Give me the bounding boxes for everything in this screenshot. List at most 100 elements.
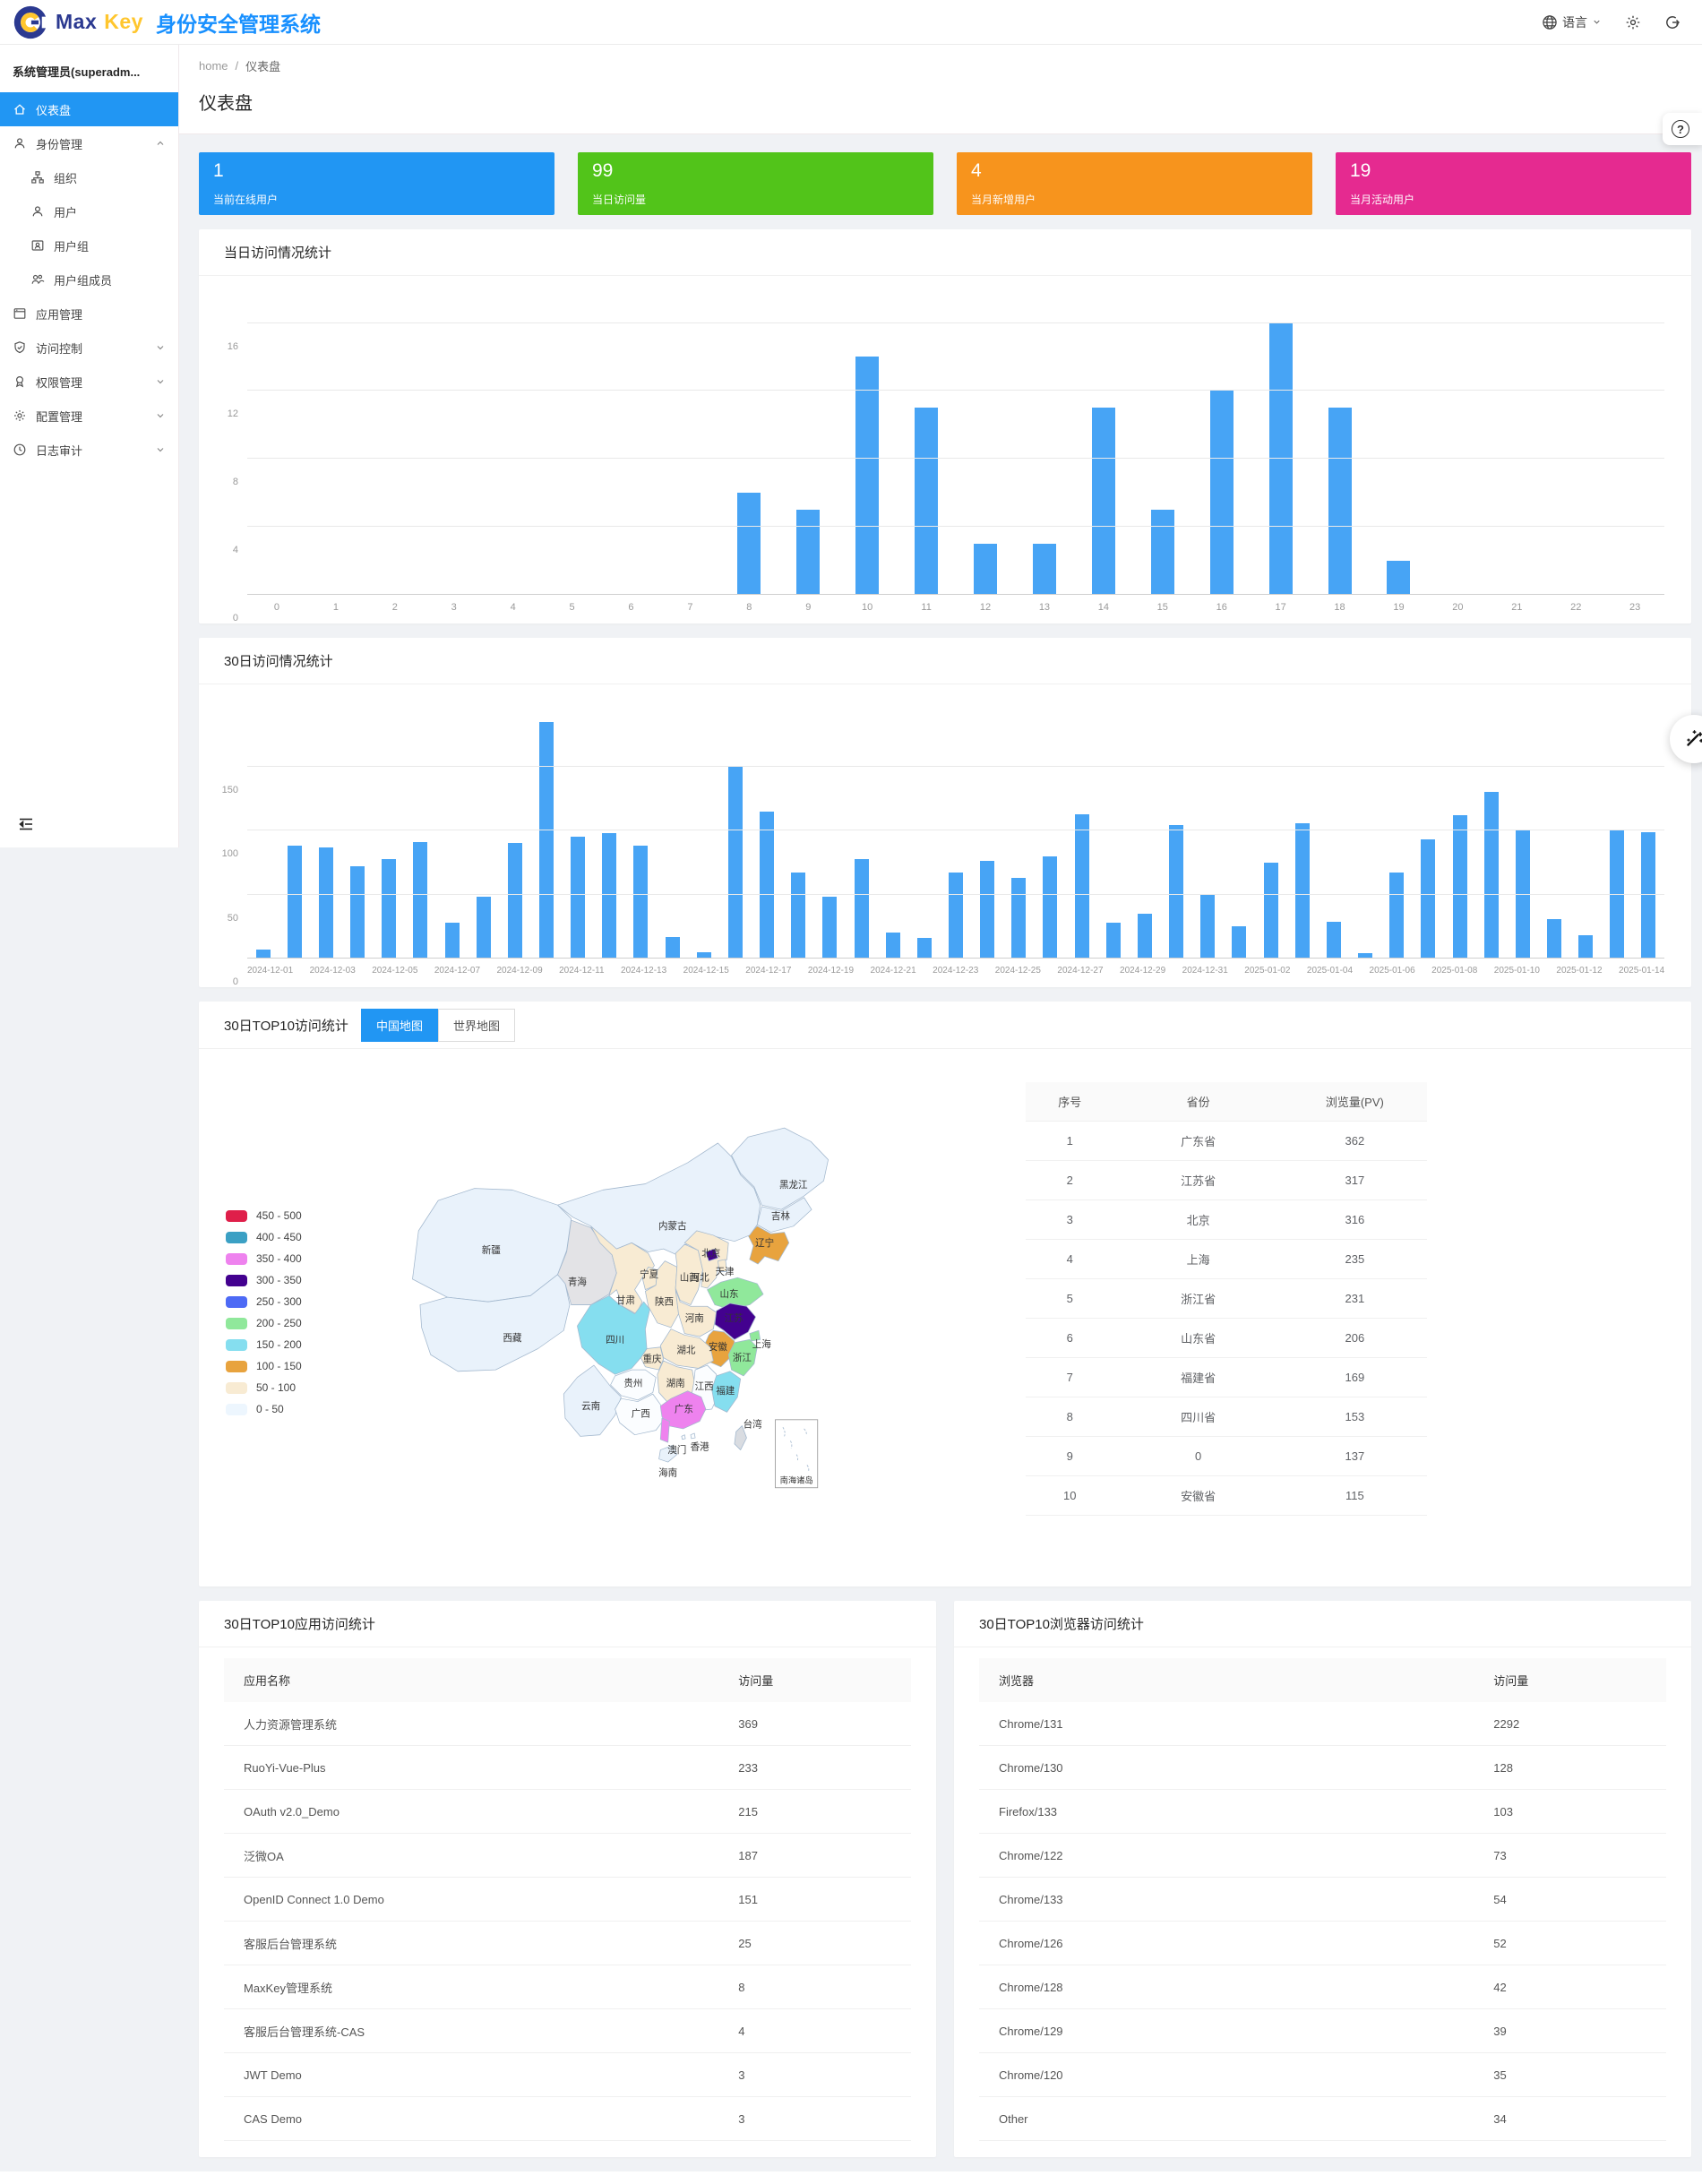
panel-title: 30日TOP10访问统计: [224, 1018, 348, 1034]
help-button[interactable]: ?: [1663, 113, 1702, 145]
table-row: Chrome/129 39: [979, 2009, 1666, 2053]
y-tick-label: 150: [221, 784, 238, 795]
bar: [696, 951, 711, 959]
language-menu[interactable]: 语言: [1542, 13, 1602, 31]
breadcrumb-current: 仪表盘: [245, 60, 281, 73]
bar-column: [972, 861, 1003, 959]
bar: [1263, 862, 1278, 959]
y-tick-label: 100: [221, 848, 238, 860]
sidebar-item-organization[interactable]: 组织: [0, 160, 178, 194]
province-label-澳门: 澳门: [667, 1444, 686, 1456]
x-tick-label: 2024-12-25: [994, 966, 1041, 976]
gridline: [247, 893, 1664, 895]
bar-column: [1251, 322, 1311, 595]
bar: [1389, 873, 1405, 959]
x-tick-label: [1290, 966, 1306, 982]
province-label-台湾: 台湾: [744, 1418, 763, 1430]
gridline: [247, 765, 1664, 767]
table-row: 人力资源管理系统 369: [224, 1702, 911, 1746]
cell: 8: [738, 1980, 745, 1994]
user-icon: [14, 138, 25, 149]
x-tick-label: 6: [628, 602, 634, 613]
sidebar-item-identity[interactable]: 身份管理: [0, 126, 178, 160]
tab-china-map[interactable]: 中国地图: [360, 1008, 438, 1042]
cell: 5: [1066, 1292, 1073, 1305]
sidebar-item-access-control[interactable]: 访问控制: [0, 331, 178, 365]
x-tick-label: 4: [510, 602, 516, 613]
sidebar-item-user-group[interactable]: 用户组: [0, 228, 178, 262]
province-label-四川: 四川: [606, 1335, 624, 1346]
bar: [1421, 839, 1436, 959]
province-label-云南: 云南: [581, 1400, 600, 1412]
x-tick-label: [1353, 966, 1369, 982]
table-row: Chrome/133 54: [979, 1878, 1666, 1922]
bar-column: [1318, 921, 1349, 959]
menu-fold-icon[interactable]: [18, 816, 34, 832]
accessibility-wand-button[interactable]: [1670, 715, 1702, 763]
table-row: 客服后台管理系统-CAS 4: [224, 2009, 911, 2053]
x-axis-labels: 2024-12-01 2024-12-03 2024-12-05 2024-12-07…: [247, 966, 1664, 982]
x-tick-label: 9: [805, 602, 812, 613]
cell: 4: [1066, 1252, 1073, 1266]
table-row: 3 北京 316: [1026, 1200, 1427, 1240]
province-台湾: [734, 1425, 747, 1450]
cell: MaxKey管理系统: [244, 1981, 332, 1995]
breadcrumb-home[interactable]: home: [199, 59, 228, 73]
legend-label: 250 - 300: [256, 1295, 302, 1308]
bar: [1137, 914, 1152, 959]
bar-column: [1255, 862, 1286, 959]
x-tick-label: 7: [687, 602, 693, 613]
table-row: Chrome/126 52: [979, 1922, 1666, 1965]
sidebar-item-user[interactable]: 用户: [0, 194, 178, 228]
sidebar-item-permissions[interactable]: 权限管理: [0, 365, 178, 399]
bar-column: [1192, 894, 1224, 959]
x-tick-label: 2024-12-23: [933, 966, 979, 976]
x-tick-label: [666, 966, 683, 982]
cell: 316: [1345, 1213, 1365, 1226]
legend-label: 150 - 200: [256, 1338, 302, 1351]
bar-column: [1003, 878, 1035, 959]
logout-button[interactable]: [1664, 14, 1681, 30]
brand-logo: Max Key 身份安全管理系统: [13, 4, 321, 40]
sidebar-item-label: 配置管理: [36, 409, 83, 424]
cell: 52: [1493, 1936, 1507, 1950]
cell: 35: [1493, 2068, 1507, 2082]
table-header-row: 应用名称 访问量: [224, 1658, 911, 1702]
x-tick-label: 2024-12-29: [1120, 966, 1166, 976]
province-label-香港: 香港: [691, 1442, 710, 1453]
table-row: 客服后台管理系统 25: [224, 1922, 911, 1965]
settings-button[interactable]: [1625, 14, 1641, 30]
legend-swatch: [226, 1252, 247, 1265]
x-tick-label: [480, 966, 496, 982]
sidebar-item-dashboard[interactable]: 仪表盘: [0, 92, 178, 126]
sidebar-item-configuration[interactable]: 配置管理: [0, 399, 178, 433]
sidebar-item-audit-log[interactable]: 日志审计: [0, 433, 178, 467]
table-row: OAuth v2.0_Demo 215: [224, 1790, 911, 1834]
cell: 362: [1345, 1134, 1365, 1148]
legend-label: 50 - 100: [256, 1381, 297, 1394]
table-row: Chrome/122 73: [979, 1834, 1666, 1878]
bar-column: [908, 938, 940, 959]
bar: [1578, 935, 1594, 959]
x-tick-label: 2024-12-17: [745, 966, 792, 976]
cell: Chrome/131: [999, 1716, 1063, 1731]
user-group-icon: [31, 240, 44, 251]
map-body: 450 - 500 400 - 450 350 - 400 300 - 350 250 …: [199, 1049, 1691, 1586]
stat-card-daily-visits: 99 当日访问量: [578, 152, 933, 215]
x-tick-label: 5: [569, 602, 575, 613]
tab-world-map[interactable]: 世界地图: [437, 1008, 515, 1042]
inset-islands: [782, 1427, 786, 1437]
cell: Chrome/133: [999, 1892, 1063, 1906]
sidebar-item-applications[interactable]: 应用管理: [0, 297, 178, 331]
legend-label: 400 - 450: [256, 1231, 302, 1243]
sidebar-item-group-members[interactable]: 用户组成员: [0, 262, 178, 297]
province-label-广东: 广东: [675, 1403, 693, 1414]
bar-column: [436, 923, 468, 959]
bar: [1074, 813, 1089, 959]
x-tick-label: [293, 966, 309, 982]
province-label-甘肃: 甘肃: [616, 1294, 635, 1306]
cell: CAS Demo: [244, 2111, 303, 2126]
bar: [318, 847, 333, 959]
brand-max: Max: [56, 10, 98, 33]
